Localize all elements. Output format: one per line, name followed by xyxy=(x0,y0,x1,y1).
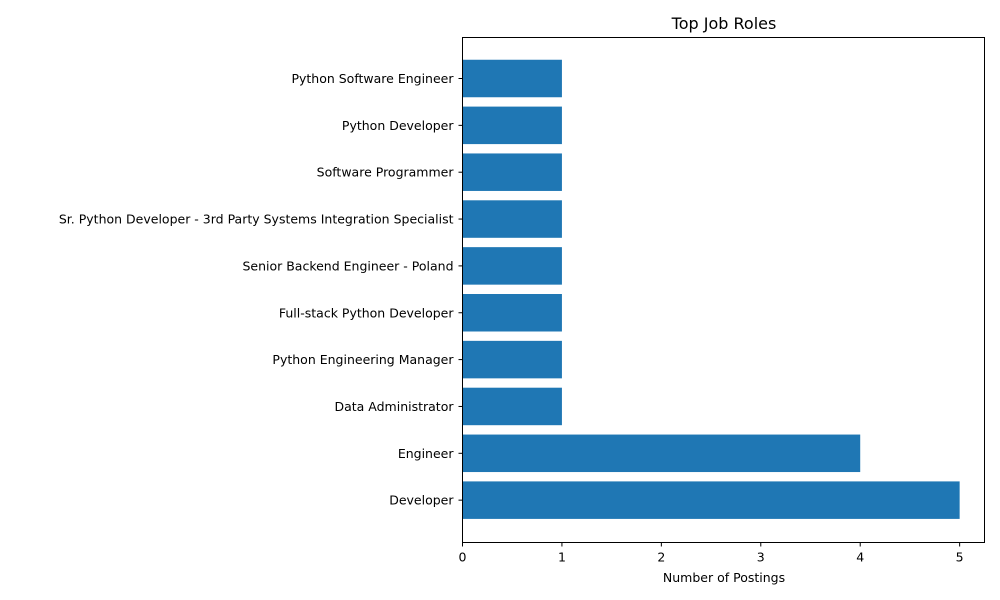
plot-frame xyxy=(462,37,985,543)
bar xyxy=(462,247,562,285)
y-tick-label: Python Developer xyxy=(342,118,454,133)
y-tick-label: Engineer xyxy=(398,446,455,461)
y-tick-label: Developer xyxy=(389,493,454,508)
y-tick-label: Sr. Python Developer - 3rd Party Systems… xyxy=(59,212,454,227)
bar xyxy=(462,200,562,238)
bar xyxy=(462,153,562,191)
x-tick-label: 1 xyxy=(558,550,566,565)
bar xyxy=(462,294,562,332)
bar xyxy=(462,387,562,426)
bar xyxy=(462,340,562,379)
y-tick-label: Full-stack Python Developer xyxy=(279,305,454,320)
bar xyxy=(462,59,562,98)
y-tick-label: Python Software Engineer xyxy=(291,71,454,86)
y-tick-label: Data Administrator xyxy=(334,399,454,414)
bar xyxy=(462,106,562,145)
bar xyxy=(462,434,861,473)
y-tick-label: Software Programmer xyxy=(317,165,455,180)
y-tick-label: Senior Backend Engineer - Poland xyxy=(242,258,453,273)
x-tick-label: 3 xyxy=(757,550,765,565)
x-tick-label: 5 xyxy=(956,550,964,565)
x-tick-label: 4 xyxy=(856,550,864,565)
bar xyxy=(462,481,960,519)
y-tick-label: Python Engineering Manager xyxy=(272,352,454,367)
x-tick-label: 2 xyxy=(657,550,665,565)
x-tick-label: 0 xyxy=(459,550,467,565)
chart-title: Top Job Roles xyxy=(671,14,777,33)
x-axis-label: Number of Postings xyxy=(663,570,785,585)
